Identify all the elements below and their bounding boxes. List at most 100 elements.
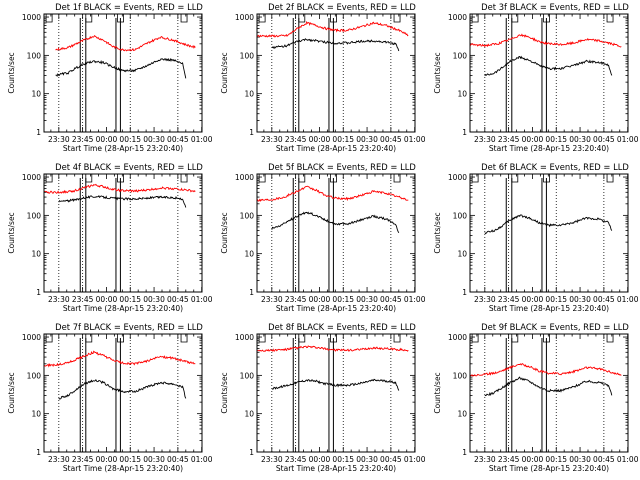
x-tick-label: 23:30 <box>261 455 283 464</box>
x-tick-label: 01:00 <box>404 455 426 464</box>
y-tick-label: 100 <box>240 371 255 380</box>
y-tick-label: 100 <box>27 211 42 220</box>
x-tick-label: 23:45 <box>285 135 307 144</box>
events-series-line <box>271 38 400 52</box>
y-tick-label: 10 <box>457 410 467 419</box>
x-tick-label: 00:00 <box>96 455 118 464</box>
x-tick-label: 00:00 <box>309 455 331 464</box>
bracket-mark <box>471 334 479 343</box>
x-tick-label: 23:45 <box>498 455 520 464</box>
y-axis-label: Counts/sec <box>220 52 229 93</box>
x-tick-label: 01:00 <box>617 295 639 304</box>
x-tick-label: 00:45 <box>593 455 615 464</box>
x-tick-label: 23:30 <box>48 135 70 144</box>
x-tick-label: 00:45 <box>167 295 189 304</box>
detector-chart: Det 6f BLACK = Events, RED = LLD 1 10 100 10… <box>433 162 639 313</box>
y-tick-label: 100 <box>453 51 468 60</box>
bracket-mark <box>85 334 93 343</box>
x-tick-label: 00:30 <box>356 455 378 464</box>
y-tick-label: 1 <box>462 288 467 297</box>
bracket-mark <box>606 334 614 343</box>
plot-frame <box>469 173 629 293</box>
x-axis-label: Start Time (28-Apr-15 23:20:40) <box>489 144 609 153</box>
x-tick-label: 00:45 <box>167 455 189 464</box>
chart-title: Det 8f BLACK = Events, RED = LLD <box>268 322 416 332</box>
x-tick-label: 00:00 <box>309 295 331 304</box>
y-tick-label: 1000 <box>22 173 41 182</box>
bracket-mark <box>45 174 53 183</box>
bracket-mark <box>258 174 266 183</box>
y-tick-label: 1 <box>36 128 41 137</box>
y-axis-label: Counts/sec <box>7 212 16 253</box>
bracket-mark <box>330 174 337 183</box>
lld-series-line <box>44 183 196 194</box>
x-tick-label: 00:15 <box>119 135 141 144</box>
y-tick-label: 100 <box>27 371 42 380</box>
lld-series-line <box>470 33 622 48</box>
plot-frame <box>256 333 416 453</box>
bracket-mark <box>393 174 401 183</box>
plot-frame <box>256 13 416 133</box>
bracket-mark <box>180 334 188 343</box>
y-tick-label: 10 <box>31 410 41 419</box>
bracket-mark <box>117 14 124 23</box>
y-tick-label: 1000 <box>235 173 254 182</box>
lld-series-line <box>470 363 622 377</box>
x-tick-label: 00:45 <box>380 295 402 304</box>
x-tick-label: 00:30 <box>569 295 591 304</box>
bracket-mark <box>393 334 401 343</box>
x-tick-label: 01:00 <box>404 295 426 304</box>
y-tick-label: 10 <box>31 250 41 259</box>
y-tick-label: 1 <box>36 448 41 457</box>
lld-series-line <box>257 185 409 202</box>
x-tick-label: 00:00 <box>309 135 331 144</box>
x-tick-label: 23:45 <box>72 295 94 304</box>
events-series-line <box>484 55 613 77</box>
x-tick-label: 00:30 <box>569 135 591 144</box>
x-axis-label: Start Time (28-Apr-15 23:20:40) <box>489 464 609 473</box>
bracket-mark <box>543 14 550 23</box>
x-tick-label: 23:45 <box>498 135 520 144</box>
bracket-mark <box>330 14 337 23</box>
plot-frame <box>469 333 629 453</box>
bracket-mark <box>85 14 93 23</box>
y-tick-label: 1000 <box>448 13 467 22</box>
chart-title: Det 7f BLACK = Events, RED = LLD <box>55 322 203 332</box>
x-tick-label: 23:30 <box>474 455 496 464</box>
bracket-mark <box>543 174 550 183</box>
y-tick-label: 1 <box>249 288 254 297</box>
bracket-mark <box>298 14 306 23</box>
bracket-mark <box>85 174 93 183</box>
y-axis-label: Counts/sec <box>433 212 442 253</box>
x-tick-label: 00:30 <box>356 295 378 304</box>
events-series-line <box>55 57 187 79</box>
bracket-mark <box>180 14 188 23</box>
detector-chart: Det 3f BLACK = Events, RED = LLD 1 10 100 10… <box>433 2 639 153</box>
y-tick-label: 1 <box>462 448 467 457</box>
x-tick-label: 00:00 <box>522 135 544 144</box>
x-axis-label: Start Time (28-Apr-15 23:20:40) <box>489 304 609 313</box>
detector-chart: Det 1f BLACK = Events, RED = LLD 1 10 100 10… <box>7 2 213 153</box>
x-tick-label: 00:30 <box>356 135 378 144</box>
bracket-mark <box>511 334 519 343</box>
events-series-line <box>484 214 613 235</box>
x-tick-label: 00:30 <box>143 455 165 464</box>
lld-series-line <box>44 350 196 368</box>
bracket-mark <box>330 334 337 343</box>
bracket-mark <box>258 334 266 343</box>
y-axis-label: Counts/sec <box>433 372 442 413</box>
x-tick-label: 00:45 <box>380 135 402 144</box>
x-tick-label: 23:30 <box>261 295 283 304</box>
chart-title: Det 2f BLACK = Events, RED = LLD <box>268 2 416 12</box>
x-tick-label: 23:45 <box>285 295 307 304</box>
bracket-mark <box>45 14 53 23</box>
bracket-mark <box>511 14 519 23</box>
events-series-line <box>271 211 400 234</box>
y-tick-label: 100 <box>453 211 468 220</box>
plot-frame <box>43 333 203 453</box>
y-tick-label: 1 <box>249 128 254 137</box>
x-axis-label: Start Time (28-Apr-15 23:20:40) <box>276 304 396 313</box>
bracket-mark <box>180 174 188 183</box>
bracket-mark <box>298 334 306 343</box>
x-tick-label: 01:00 <box>191 455 213 464</box>
